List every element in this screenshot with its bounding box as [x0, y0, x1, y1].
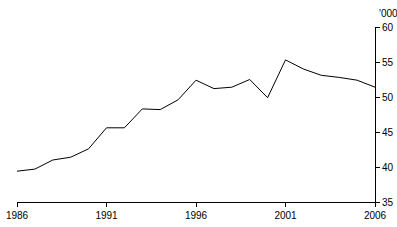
- svg-text:1991: 1991: [95, 210, 118, 221]
- svg-text:50: 50: [382, 92, 394, 103]
- svg-text:40: 40: [382, 162, 394, 173]
- svg-text:1986: 1986: [6, 210, 29, 221]
- svg-text:45: 45: [382, 127, 394, 138]
- svg-text:2006: 2006: [364, 210, 387, 221]
- svg-text:55: 55: [382, 57, 394, 68]
- svg-text:1996: 1996: [185, 210, 208, 221]
- svg-text:35: 35: [382, 197, 394, 208]
- svg-text:'000: '000: [379, 8, 397, 19]
- svg-text:60: 60: [382, 22, 394, 33]
- svg-text:2001: 2001: [274, 210, 297, 221]
